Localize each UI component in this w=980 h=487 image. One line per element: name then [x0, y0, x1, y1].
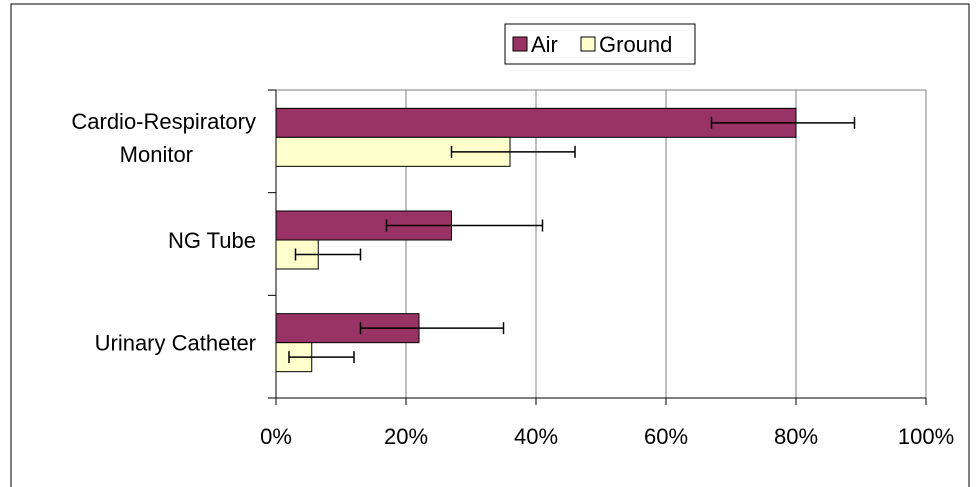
x-tick-label-1: 20% — [384, 424, 428, 449]
plot-area: Cardio-Respiratory Monitor NG Tube Urinary … — [71, 89, 954, 449]
legend-label-ground: Ground — [599, 32, 672, 57]
chart-border — [10, 3, 970, 487]
x-tick-label-2: 40% — [514, 424, 558, 449]
legend-box — [504, 23, 696, 65]
x-tick-label-4: 80% — [774, 424, 818, 449]
legend-swatch-air — [512, 36, 528, 52]
x-tick-label-0: 0% — [260, 424, 292, 449]
legend: Air Ground — [504, 23, 696, 65]
category-label-0-1: Monitor — [120, 142, 193, 167]
category-label-1-0: NG Tube — [168, 228, 256, 253]
legend-label-air: Air — [531, 32, 558, 57]
category-label-2-0: Urinary Catheter — [95, 331, 256, 356]
x-tick-label-5: 100% — [898, 424, 954, 449]
x-tick-label-3: 60% — [644, 424, 688, 449]
legend-swatch-ground — [580, 36, 596, 52]
category-label-0-0: Cardio-Respiratory — [71, 109, 256, 134]
bar-air-0 — [275, 107, 797, 138]
